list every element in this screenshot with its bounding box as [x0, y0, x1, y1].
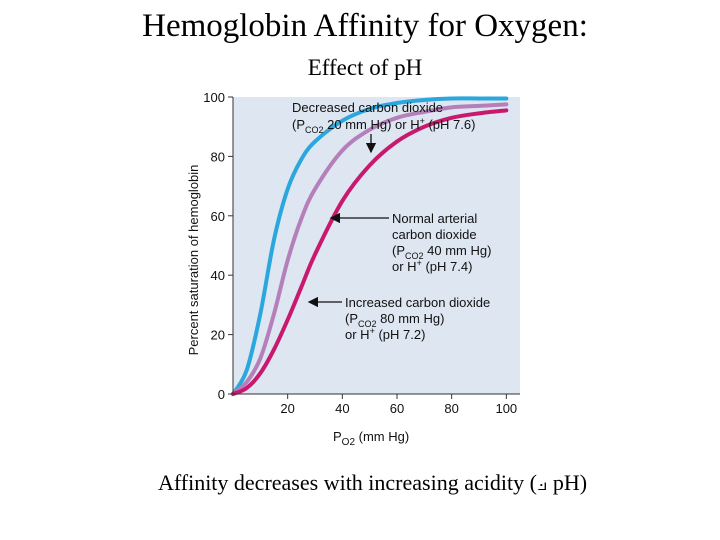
- y-axis-label: Percent saturation of hemoglobin: [186, 165, 201, 356]
- y-tick-label: 80: [211, 149, 225, 164]
- x-tick-label: 80: [444, 401, 458, 416]
- annotation-increased-co2: Increased carbon dioxide (PCO2 80 mm Hg)…: [345, 295, 494, 342]
- y-tick-label: 20: [211, 328, 225, 343]
- annotation-decreased-co2: Decreased carbon dioxide (PCO2 20 mm Hg)…: [292, 100, 475, 135]
- y-tick-label: 60: [211, 209, 225, 224]
- curve-series-3: [231, 108, 509, 396]
- page-title: Hemoglobin Affinity for Oxygen:: [142, 8, 588, 44]
- x-tick-label: 60: [390, 401, 404, 416]
- plot-background: [233, 97, 520, 394]
- curve-series-2: [231, 102, 509, 396]
- x-tick-label: 40: [335, 401, 349, 416]
- page-caption: Affinity decreases with increasing acidi…: [157, 470, 588, 495]
- y-tick-label: 0: [218, 387, 225, 402]
- x-tick-label: 20: [280, 401, 294, 416]
- page-subtitle: Effect of pH: [307, 55, 423, 80]
- y-tick-label: 40: [211, 268, 225, 283]
- x-tick-label: 100: [495, 401, 517, 416]
- x-axis-label: PO2 (mm Hg): [333, 429, 409, 448]
- curve-series-1: [231, 96, 509, 396]
- y-tick-label: 100: [203, 90, 225, 105]
